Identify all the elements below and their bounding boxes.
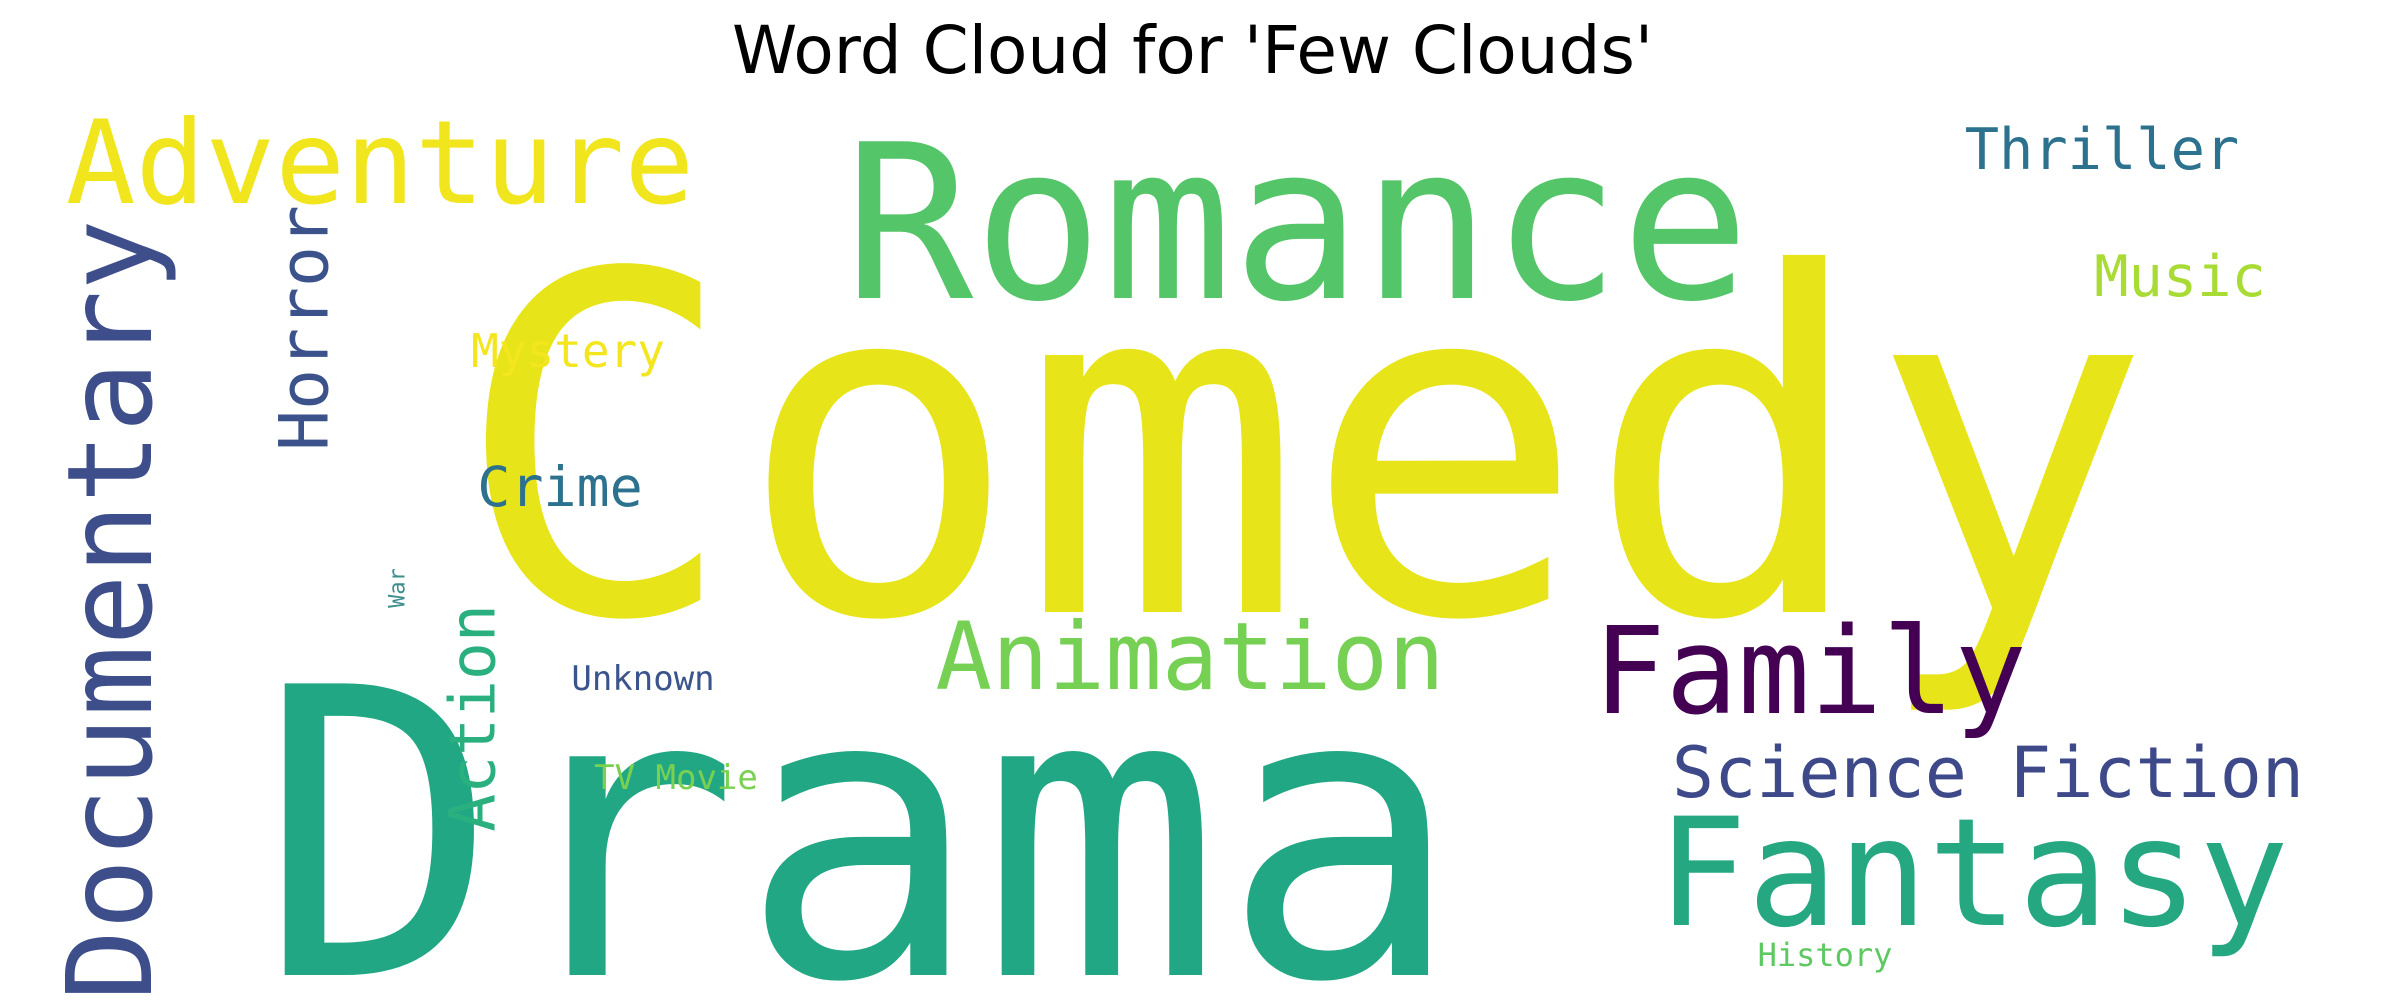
word-family: Family: [1593, 603, 2026, 742]
word-fantasy: Fantasy: [1657, 787, 2289, 961]
word-tv-movie: TV Movie: [594, 758, 758, 798]
word-war: War: [386, 568, 411, 608]
word-thriller: Thriller: [1965, 117, 2240, 183]
word-crime: Crime: [477, 455, 643, 519]
word-documentary: Documentary: [41, 219, 179, 1000]
word-romance: Romance: [844, 98, 1750, 349]
word-science-fiction: Science Fiction: [1672, 732, 2304, 814]
chart-title: Word Cloud for 'Few Clouds': [732, 12, 1653, 89]
word-adventure: Adventure: [66, 96, 695, 231]
word-history: History: [1758, 936, 1893, 974]
word-drama: Drama: [258, 605, 1462, 1006]
word-mystery: Mystery: [471, 324, 665, 378]
word-horror: Horror: [266, 205, 345, 451]
word-comedy: Comedy: [454, 176, 2152, 723]
word-unknown: Unknown: [571, 659, 714, 699]
word-music: Music: [2094, 244, 2266, 310]
word-action: Action: [437, 604, 510, 832]
word-animation: Animation: [935, 603, 1444, 712]
